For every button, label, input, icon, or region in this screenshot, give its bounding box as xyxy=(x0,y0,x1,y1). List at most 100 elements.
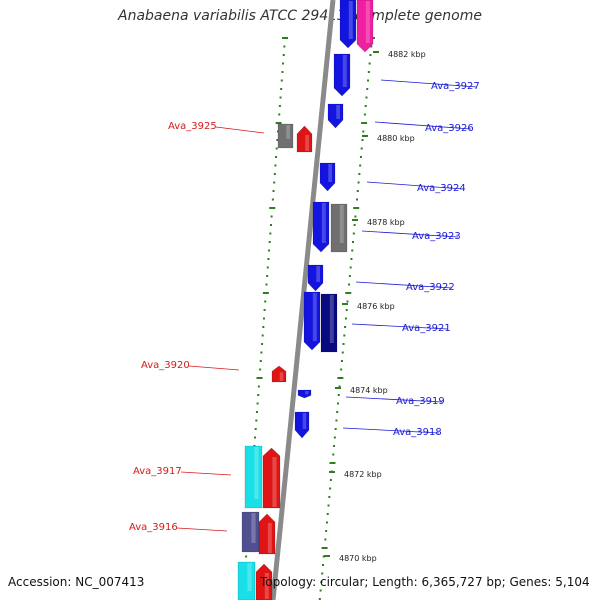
left-tick-mark xyxy=(269,207,276,209)
gene-glyph xyxy=(258,513,276,555)
label-leader xyxy=(342,427,440,434)
left-tick-mark xyxy=(263,309,266,311)
gene-features xyxy=(237,0,374,600)
right-tick-mark xyxy=(361,139,364,141)
right-tick-mark xyxy=(336,411,339,413)
kbp-labels: 4882 kbp 4880 kbp 4878 kbp 4876 kbp 4874 kbp… xyxy=(324,50,426,563)
gene-label: Ava_3925 xyxy=(168,121,217,132)
gene-glyph xyxy=(330,203,348,253)
gene-glyph xyxy=(271,365,287,383)
left-tick-mark xyxy=(276,130,279,133)
right-tick-mark xyxy=(329,487,332,490)
kbp-tick xyxy=(352,219,358,221)
gene-glyph-shade xyxy=(302,413,307,429)
left-tick-mark xyxy=(260,351,263,354)
gene-glyph-shade xyxy=(348,1,353,39)
gene-glyph-shade xyxy=(336,105,340,119)
right-tick-mark xyxy=(367,79,370,82)
right-tick-mark xyxy=(354,215,357,218)
gene-glyph-shade xyxy=(286,125,290,139)
right-tick-mark xyxy=(345,309,348,311)
gene-glyph xyxy=(297,389,312,399)
kbp-label: 4882 kbp xyxy=(388,50,426,59)
left-tick-mark xyxy=(256,377,263,379)
kbp-label: 4872 kbp xyxy=(344,470,382,479)
right-tick-mark xyxy=(357,181,360,184)
gene-glyph xyxy=(255,563,273,600)
right-tick-mark xyxy=(356,190,359,192)
right-tick-mark xyxy=(348,275,351,277)
right-tick-mark xyxy=(328,496,331,498)
kbp-label: 4870 kbp xyxy=(339,554,377,563)
gene-glyph-shade xyxy=(272,457,277,507)
kbp-tick xyxy=(373,51,379,53)
label-leader xyxy=(351,323,449,330)
left-tick-mark xyxy=(262,292,269,294)
kbp-tick xyxy=(362,135,368,137)
gene-glyph-shade xyxy=(342,55,347,87)
right-tick-track xyxy=(318,37,375,600)
left-tick-mark xyxy=(275,147,278,150)
gene-glyph xyxy=(262,447,281,509)
left-tick-mark xyxy=(270,215,273,218)
right-tick-mark xyxy=(367,71,370,73)
gene-glyph xyxy=(244,445,263,509)
right-tick-mark xyxy=(329,479,332,481)
right-tick-mark xyxy=(359,164,362,167)
left-tick-mark xyxy=(282,54,285,56)
label-leader xyxy=(180,471,232,476)
left-tick-mark xyxy=(259,368,262,371)
kbp-tick xyxy=(329,471,335,473)
right-tick-mark xyxy=(366,88,369,90)
right-tick-mark xyxy=(369,54,372,56)
gene-glyph-shade xyxy=(254,447,259,499)
right-tick-mark xyxy=(335,419,338,422)
left-tick-mark xyxy=(264,300,267,303)
left-tick-mark xyxy=(262,317,265,320)
gene-labels: Ava_3927 Ava_3926 Ava_3924 Ava_3923 Ava_3922… xyxy=(129,81,480,533)
right-tick-mark xyxy=(337,394,340,396)
right-tick-mark xyxy=(337,377,344,379)
label-leader xyxy=(374,121,472,130)
right-tick-mark xyxy=(324,538,327,541)
left-tick-mark xyxy=(282,62,285,65)
left-tick-mark xyxy=(257,385,260,388)
right-tick-mark xyxy=(325,530,328,532)
right-tick-mark xyxy=(340,368,343,371)
right-tick-mark xyxy=(344,317,347,320)
gene-glyph xyxy=(320,293,338,353)
left-tick-mark xyxy=(261,334,264,337)
left-tick-mark xyxy=(274,164,277,167)
kbp-label: 4880 kbp xyxy=(377,134,415,143)
right-tick-mark xyxy=(358,173,361,175)
left-tick-mark xyxy=(273,173,276,175)
right-tick-mark xyxy=(348,283,351,286)
left-tick-mark xyxy=(275,156,278,158)
right-tick-mark xyxy=(333,436,336,439)
right-tick-mark xyxy=(364,105,367,107)
left-tick-mark xyxy=(280,79,283,82)
left-tick-mark xyxy=(265,283,268,286)
left-tick-mark xyxy=(268,241,271,243)
gene-glyph-shade xyxy=(247,563,252,591)
right-tick-mark xyxy=(360,147,363,150)
kbp-label: 4876 kbp xyxy=(357,302,395,311)
kbp-tick xyxy=(324,555,330,557)
left-tick-mark xyxy=(255,419,258,422)
right-tick-mark xyxy=(362,130,365,133)
kbp-label: 4874 kbp xyxy=(350,386,388,395)
label-leader xyxy=(215,126,265,134)
label-leader xyxy=(188,365,240,371)
gene-label: Ava_3924 xyxy=(417,183,466,194)
left-tick-mark xyxy=(275,122,282,124)
right-tick-mark xyxy=(344,326,347,328)
right-tick-mark xyxy=(334,428,337,430)
right-tick-mark xyxy=(326,513,329,515)
left-tick-mark xyxy=(272,190,275,192)
gene-label: Ava_3926 xyxy=(425,123,474,134)
right-tick-mark xyxy=(343,334,346,337)
left-tick-mark xyxy=(278,105,281,107)
right-tick-mark xyxy=(341,351,344,354)
gene-label: Ava_3919 xyxy=(396,396,445,407)
left-tick-mark xyxy=(267,258,270,260)
